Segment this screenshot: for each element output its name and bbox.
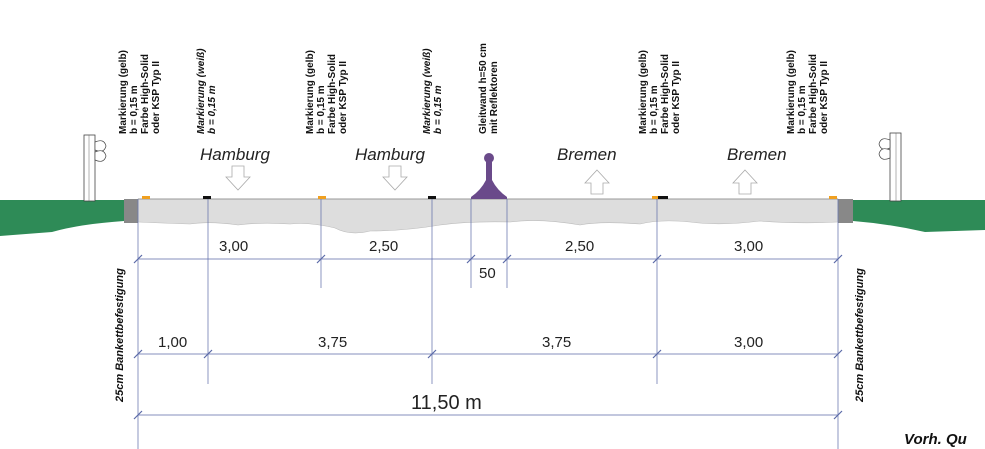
dimension-lower-4: 3,00 — [734, 334, 764, 351]
marking-white-left — [203, 196, 211, 199]
marking-yellow-right — [829, 196, 837, 199]
direction-label-lane1: Hamburg — [200, 145, 270, 164]
right-verge — [853, 200, 985, 232]
arrow-down-lane2 — [382, 165, 408, 191]
dimension-upper-1: 3,00 — [219, 238, 249, 255]
dimension-barrier-width: 50 — [479, 265, 496, 282]
slip-barrier — [471, 153, 507, 199]
label-marking-white-center: Markierung (weiß) b = 0,15 m — [422, 48, 444, 134]
pavement — [137, 198, 839, 234]
left-shoulder — [124, 199, 138, 223]
right-shoulder — [838, 199, 853, 223]
dimension-lower-3: 3,75 — [542, 334, 572, 351]
marking-yellow-center-right — [652, 196, 658, 199]
label-marking-yellow-center-right: Markierung (gelb) b = 0,15 m Farbe High-… — [638, 50, 682, 134]
direction-label-lane2: Hamburg — [355, 145, 425, 164]
label-marking-yellow-right: Markierung (gelb) b = 0,15 m Farbe High-… — [786, 50, 830, 134]
left-delineator-post — [83, 134, 107, 202]
dimension-upper-2: 2,50 — [369, 238, 399, 255]
left-verge — [0, 200, 124, 236]
dimension-lower-2: 3,75 — [318, 334, 348, 351]
label-marking-white-left: Markierung (weiß) b = 0,15 m — [196, 48, 218, 134]
bankett-label-left: 25cm Bankettbefestigung — [114, 268, 126, 402]
right-delineator-post — [878, 132, 902, 202]
marking-black-center-right — [658, 196, 668, 199]
direction-label-lane4: Bremen — [727, 145, 787, 164]
label-marking-yellow-left: Markierung (gelb) b = 0,15 m Farbe High-… — [118, 50, 162, 134]
marking-yellow-center-left — [318, 196, 326, 199]
label-barrier: Gleitwand h=50 cm mit Reflektoren — [478, 43, 500, 134]
marking-white-center — [428, 196, 436, 199]
dimension-lower-1: 1,00 — [158, 334, 188, 351]
arrow-down-lane1 — [225, 165, 251, 191]
label-marking-yellow-center-left: Markierung (gelb) b = 0,15 m Farbe High-… — [305, 50, 349, 134]
arrow-up-lane4 — [732, 169, 758, 195]
bankett-label-right: 25cm Bankettbefestigung — [854, 268, 866, 402]
drawing-caption: Vorh. Qu — [904, 431, 967, 448]
dimension-upper-4: 3,00 — [734, 238, 764, 255]
arrow-up-lane3 — [584, 169, 610, 195]
reference-lines — [137, 199, 839, 449]
dimension-total-width: 11,50 m — [411, 392, 482, 414]
dimension-upper-3: 2,50 — [565, 238, 595, 255]
dimension-ticks — [133, 254, 843, 420]
direction-label-lane3: Bremen — [557, 145, 617, 164]
marking-yellow-left — [142, 196, 150, 199]
